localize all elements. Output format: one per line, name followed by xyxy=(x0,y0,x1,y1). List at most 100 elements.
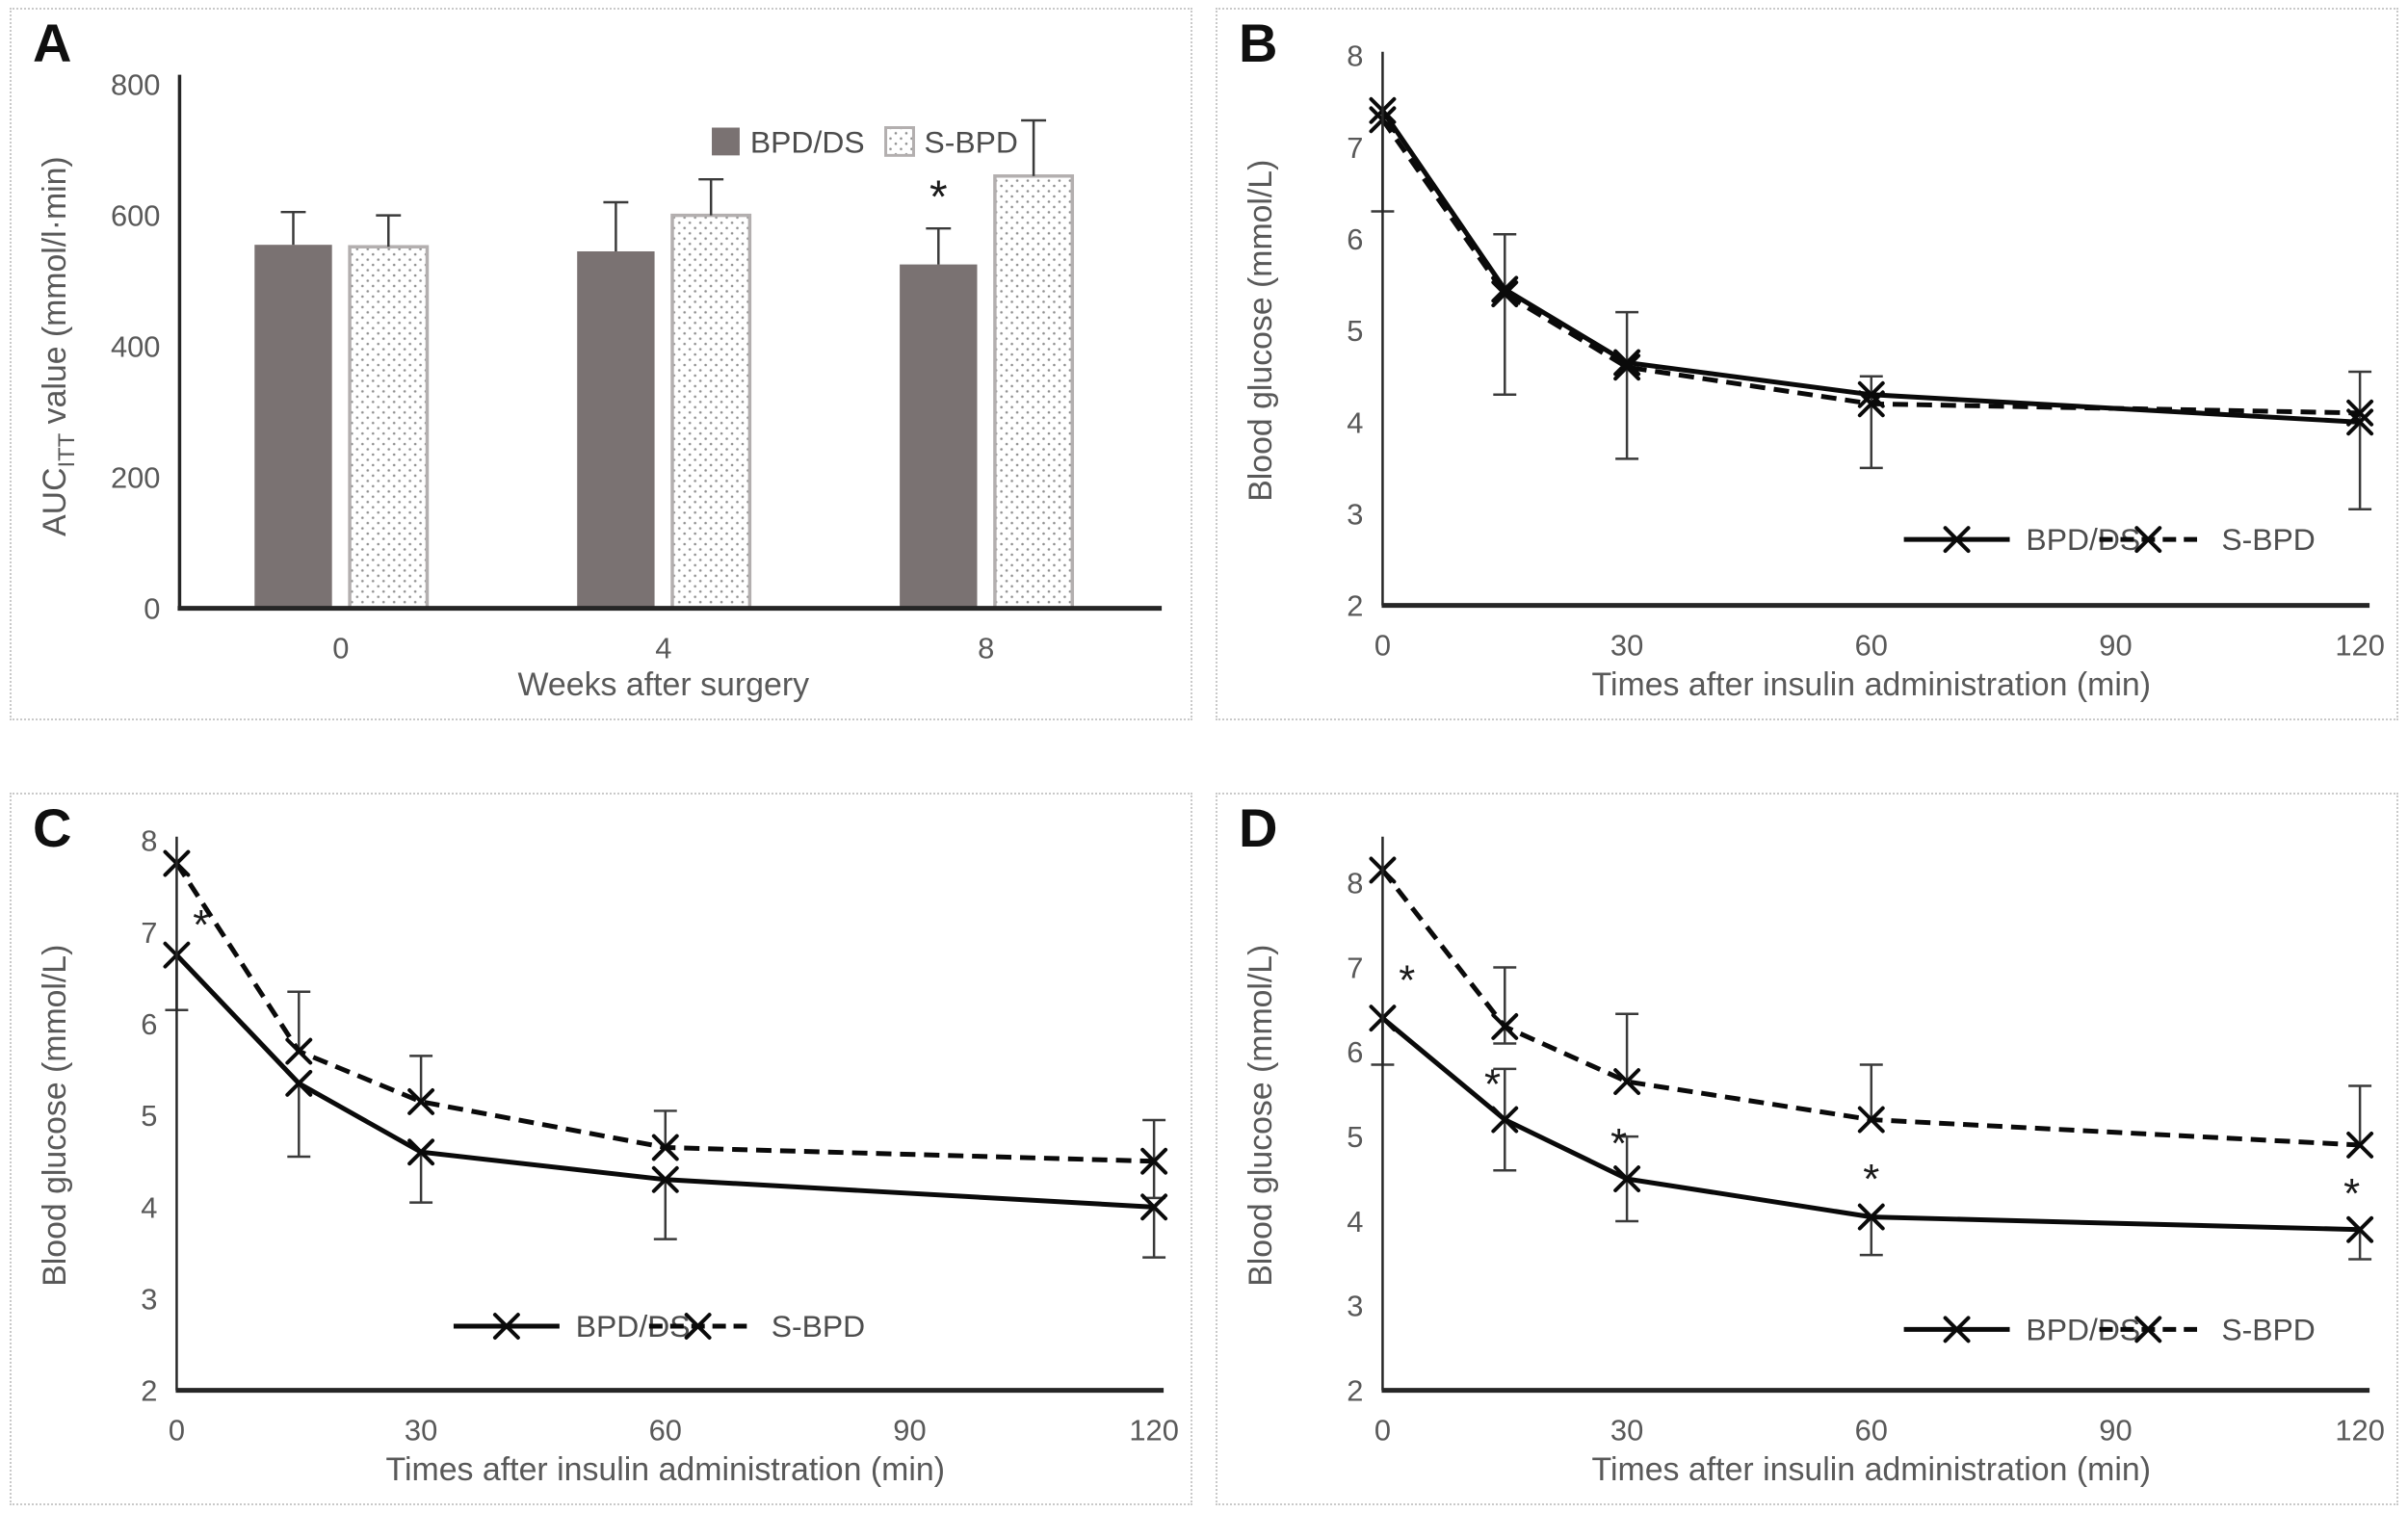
svg-text:2: 2 xyxy=(1347,589,1363,623)
series-line xyxy=(1380,868,2361,1148)
error-bars xyxy=(1371,110,2372,510)
x-marker xyxy=(1613,1165,1641,1192)
y-axis-title: Blood glucose (mmol/L) xyxy=(1243,160,1279,502)
x-marker xyxy=(1613,353,1641,381)
svg-text:3: 3 xyxy=(1347,497,1363,531)
x-marker xyxy=(1613,1068,1641,1095)
bar-bpdds-week-8 xyxy=(900,264,978,609)
x-marker xyxy=(492,1313,520,1340)
svg-text:Blood glucose (mmol/L): Blood glucose (mmol/L) xyxy=(37,945,73,1287)
svg-text:4: 4 xyxy=(655,631,671,665)
significance-asterisk: * xyxy=(1610,1120,1627,1167)
svg-text:0: 0 xyxy=(1374,628,1391,662)
x-marker xyxy=(1857,1106,1885,1134)
x-marker xyxy=(2346,399,2374,427)
svg-text:8: 8 xyxy=(1347,867,1363,900)
svg-text:4: 4 xyxy=(1347,405,1363,439)
legend-label-sbpd: S-BPD xyxy=(2221,1312,2315,1346)
panel-a-letter: A xyxy=(33,13,72,73)
panel-d-letter: D xyxy=(1239,797,1278,858)
x-marker xyxy=(2346,1215,2374,1243)
svg-text:8: 8 xyxy=(1347,39,1363,73)
series-line xyxy=(174,862,1155,1164)
svg-text:800: 800 xyxy=(111,68,161,102)
x-marker xyxy=(1491,1013,1519,1040)
x-marker xyxy=(651,1134,679,1161)
svg-text:5: 5 xyxy=(1347,314,1363,348)
x-marker xyxy=(1140,1193,1168,1221)
x-axis-title: Times after insulin administration (min) xyxy=(1592,666,2152,703)
x-marker xyxy=(2134,1316,2162,1343)
svg-text:0: 0 xyxy=(144,592,160,626)
svg-text:7: 7 xyxy=(1347,951,1363,984)
svg-text:90: 90 xyxy=(2099,1413,2132,1447)
line-chart-blood-glucose-c: 2 3 4 5 6 7 8 0 30 60 90 120 Times after insulin adm… xyxy=(37,824,1179,1488)
line-chart-blood-glucose-b: 2 3 4 5 6 7 8 0 30 60 90 120 Times after insulin adm… xyxy=(1243,39,2385,703)
y-axis-title: AUCITT value (mmol/l·min) xyxy=(37,156,80,536)
x-marker xyxy=(1857,1203,1885,1231)
legend: BPD/DS S-BPD xyxy=(1903,1312,2316,1346)
significance-asterisk: * xyxy=(1484,1061,1501,1109)
svg-text:7: 7 xyxy=(141,916,157,950)
axes: 2 3 4 5 6 7 8 0 30 60 90 120 xyxy=(1347,836,2385,1447)
svg-text:3: 3 xyxy=(141,1282,157,1316)
legend-swatch-bpdds xyxy=(712,127,740,156)
svg-text:4: 4 xyxy=(1347,1205,1363,1239)
error-bars xyxy=(165,954,1166,1259)
panel-c-letter: C xyxy=(33,797,72,858)
x-axis-title: Times after insulin administration (min) xyxy=(386,1451,946,1488)
x-marker xyxy=(407,1087,435,1115)
svg-text:30: 30 xyxy=(1610,1413,1643,1447)
x-marker xyxy=(651,1165,679,1193)
svg-text:2: 2 xyxy=(1347,1374,1363,1408)
svg-text:6: 6 xyxy=(1347,1035,1363,1069)
panel-a: A 0 200 400 600 800 0 4 8 Weeks after surgery AUC… xyxy=(10,8,1192,720)
svg-text:4: 4 xyxy=(141,1190,157,1224)
legend: BPD/DS S-BPD xyxy=(453,1309,865,1343)
svg-text:6: 6 xyxy=(1347,222,1363,256)
svg-text:400: 400 xyxy=(111,330,161,364)
x-marker xyxy=(285,1069,313,1097)
svg-text:30: 30 xyxy=(1610,628,1643,662)
x-marker xyxy=(1943,1316,1971,1343)
series-line xyxy=(174,952,1155,1210)
panel-b-letter: B xyxy=(1239,13,1278,73)
x-marker xyxy=(407,1138,435,1166)
axes: 2 3 4 5 6 7 8 0 30 60 90 120 xyxy=(1347,39,2385,663)
x-marker xyxy=(684,1313,712,1340)
x-marker xyxy=(1140,1147,1168,1175)
bar-sbpd-week-8 xyxy=(993,174,1075,611)
x-axis-title: Times after insulin administration (min) xyxy=(1592,1451,2152,1488)
legend: BPD/DS S-BPD xyxy=(1903,522,2316,557)
x-marker xyxy=(2346,1132,2374,1159)
significance-asterisk: * xyxy=(1399,957,1415,1004)
svg-text:120: 120 xyxy=(2335,1413,2385,1447)
x-marker xyxy=(1857,390,1885,418)
svg-text:120: 120 xyxy=(1129,1413,1179,1447)
svg-text:600: 600 xyxy=(111,199,161,233)
bar-sbpd-week-0 xyxy=(348,245,430,611)
svg-text:0: 0 xyxy=(332,631,349,665)
legend-label-sbpd: S-BPD xyxy=(2221,522,2315,557)
svg-text:Blood glucose (mmol/L): Blood glucose (mmol/L) xyxy=(1243,945,1279,1287)
series-bpdds xyxy=(1369,1004,2374,1243)
svg-text:0: 0 xyxy=(169,1413,185,1447)
panel-b: B 2 3 4 5 6 7 8 0 30 60 90 120 Times after insulin a… xyxy=(1216,8,2398,720)
significance-asterisk: * xyxy=(2343,1170,2360,1217)
x-marker xyxy=(2134,526,2162,554)
svg-text:60: 60 xyxy=(1855,628,1888,662)
axes: 0 200 400 600 800 0 4 8 xyxy=(111,68,1163,665)
svg-text:Blood glucose (mmol/L): Blood glucose (mmol/L) xyxy=(1243,160,1279,502)
significance-asterisk: * xyxy=(929,172,948,223)
series-bpdds xyxy=(163,941,1168,1221)
legend-label-sbpd: S-BPD xyxy=(924,124,1017,159)
axes: 2 3 4 5 6 7 8 0 30 60 90 120 xyxy=(141,824,1179,1448)
svg-text:7: 7 xyxy=(1347,131,1363,165)
svg-text:60: 60 xyxy=(1855,1413,1888,1447)
panel-d: D 2 3 4 5 6 7 8 0 30 60 90 120 Times after insulin a… xyxy=(1216,793,2398,1505)
legend-swatch-sbpd xyxy=(884,126,915,157)
x-marker xyxy=(285,1037,313,1065)
svg-text:90: 90 xyxy=(893,1413,926,1447)
panel-c: C 2 3 4 5 6 7 8 0 30 60 90 120 Times after insulin a… xyxy=(10,793,1192,1505)
